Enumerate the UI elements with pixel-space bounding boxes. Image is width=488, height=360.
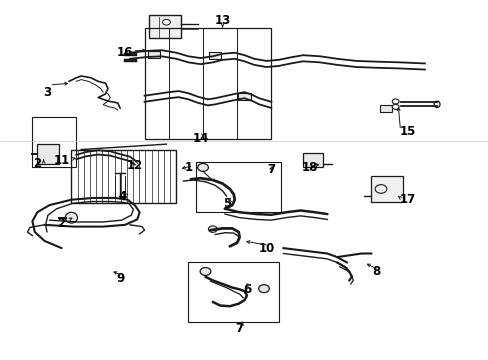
Text: 15: 15 [399, 125, 415, 138]
Bar [238, 93, 250, 100]
Ellipse shape [131, 159, 138, 166]
FancyBboxPatch shape [149, 15, 181, 39]
Text: 7: 7 [235, 322, 243, 335]
Text: 18: 18 [302, 161, 318, 174]
Bar [37, 144, 59, 164]
Text: 5: 5 [223, 197, 231, 210]
Text: 13: 13 [214, 14, 230, 27]
Bar [195, 162, 281, 212]
Ellipse shape [73, 154, 79, 160]
Bar [144, 28, 271, 139]
Text: 2: 2 [58, 216, 65, 230]
Bar [209, 52, 221, 59]
Ellipse shape [433, 101, 439, 108]
FancyBboxPatch shape [303, 153, 322, 167]
Ellipse shape [197, 163, 208, 171]
Text: 17: 17 [399, 193, 415, 206]
Bar [71, 149, 176, 203]
Text: 2: 2 [33, 157, 41, 170]
Text: 7: 7 [267, 163, 275, 176]
Text: 12: 12 [126, 159, 142, 172]
Ellipse shape [258, 285, 269, 293]
Text: 16: 16 [117, 46, 133, 59]
Bar [370, 176, 402, 202]
Bar [148, 51, 160, 58]
Text: 9: 9 [116, 272, 124, 285]
Ellipse shape [65, 212, 77, 223]
Bar [32, 117, 76, 167]
Text: 8: 8 [371, 265, 380, 278]
Text: 1: 1 [184, 161, 192, 174]
Ellipse shape [200, 267, 210, 275]
Text: 11: 11 [53, 154, 70, 167]
Ellipse shape [208, 226, 217, 232]
Bar [188, 262, 278, 321]
Text: 10: 10 [258, 242, 274, 255]
Text: 6: 6 [243, 283, 250, 296]
Text: 4: 4 [118, 190, 126, 203]
Text: 3: 3 [43, 86, 51, 99]
Text: 14: 14 [192, 132, 208, 145]
Bar [379, 105, 391, 112]
